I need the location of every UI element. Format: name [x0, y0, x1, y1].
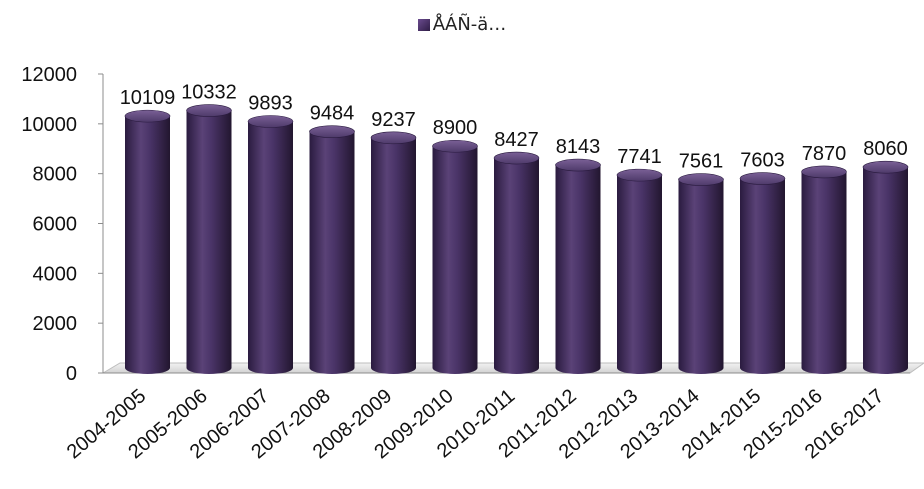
bar-top [432, 139, 478, 153]
bar-top [862, 160, 909, 174]
bar-body [617, 175, 662, 374]
data-label: 9237 [371, 109, 416, 131]
bar-body [125, 116, 170, 374]
bar-top [309, 125, 355, 138]
data-label: 10332 [181, 82, 237, 104]
bar-top [555, 158, 601, 172]
data-label: 7741 [617, 146, 662, 168]
bar-body [863, 167, 908, 374]
bar-top [801, 165, 847, 179]
bar [432, 139, 478, 374]
y-tick-label: 2000 [33, 313, 78, 335]
data-label: 10109 [120, 87, 176, 109]
bar [370, 131, 417, 374]
y-tick-label: 10000 [21, 114, 77, 136]
bar-body [494, 158, 539, 374]
bar [247, 115, 294, 374]
y-tick-label: 0 [66, 363, 77, 385]
bar-top [616, 168, 663, 182]
data-label: 9484 [310, 103, 355, 125]
bar [124, 109, 171, 374]
y-tick-label: 8000 [33, 164, 78, 186]
legend: ÅÁÑ-ä… [0, 14, 924, 35]
bar [555, 158, 601, 374]
bar [616, 168, 663, 374]
bar-top [493, 151, 540, 165]
legend-swatch [417, 19, 430, 31]
y-tick-label: 6000 [33, 214, 78, 236]
data-label: 8900 [433, 117, 478, 139]
bar-top [370, 131, 417, 145]
data-label: 7870 [802, 143, 847, 165]
bar-top [247, 115, 294, 128]
bar-body [371, 137, 416, 374]
bar-top [678, 173, 724, 186]
data-label: 7603 [740, 150, 785, 172]
bar-body [248, 121, 293, 374]
y-tick-label: 4000 [33, 263, 78, 285]
bar [186, 104, 232, 374]
bar [739, 172, 786, 374]
y-tick-label: 12000 [21, 64, 77, 86]
bar-body [555, 165, 601, 374]
bar-body [309, 131, 355, 374]
bar [801, 165, 847, 374]
data-label: 9893 [248, 92, 293, 114]
data-label: 8427 [494, 129, 539, 151]
bar-body [186, 110, 232, 374]
bar-top [186, 104, 232, 117]
data-label: 7561 [679, 151, 724, 173]
legend-series-label: ÅÁÑ-ä… [432, 14, 507, 35]
bar-top [739, 172, 786, 185]
data-label: 8143 [556, 136, 601, 158]
bar-body [432, 146, 478, 374]
bar-body [678, 179, 724, 374]
bar [862, 160, 909, 374]
data-label: 8060 [863, 138, 908, 160]
bar-body [801, 171, 847, 374]
bar [309, 125, 355, 374]
bar-top [124, 109, 171, 123]
bar-body [740, 178, 785, 374]
bar [678, 173, 724, 374]
bar [493, 151, 540, 374]
